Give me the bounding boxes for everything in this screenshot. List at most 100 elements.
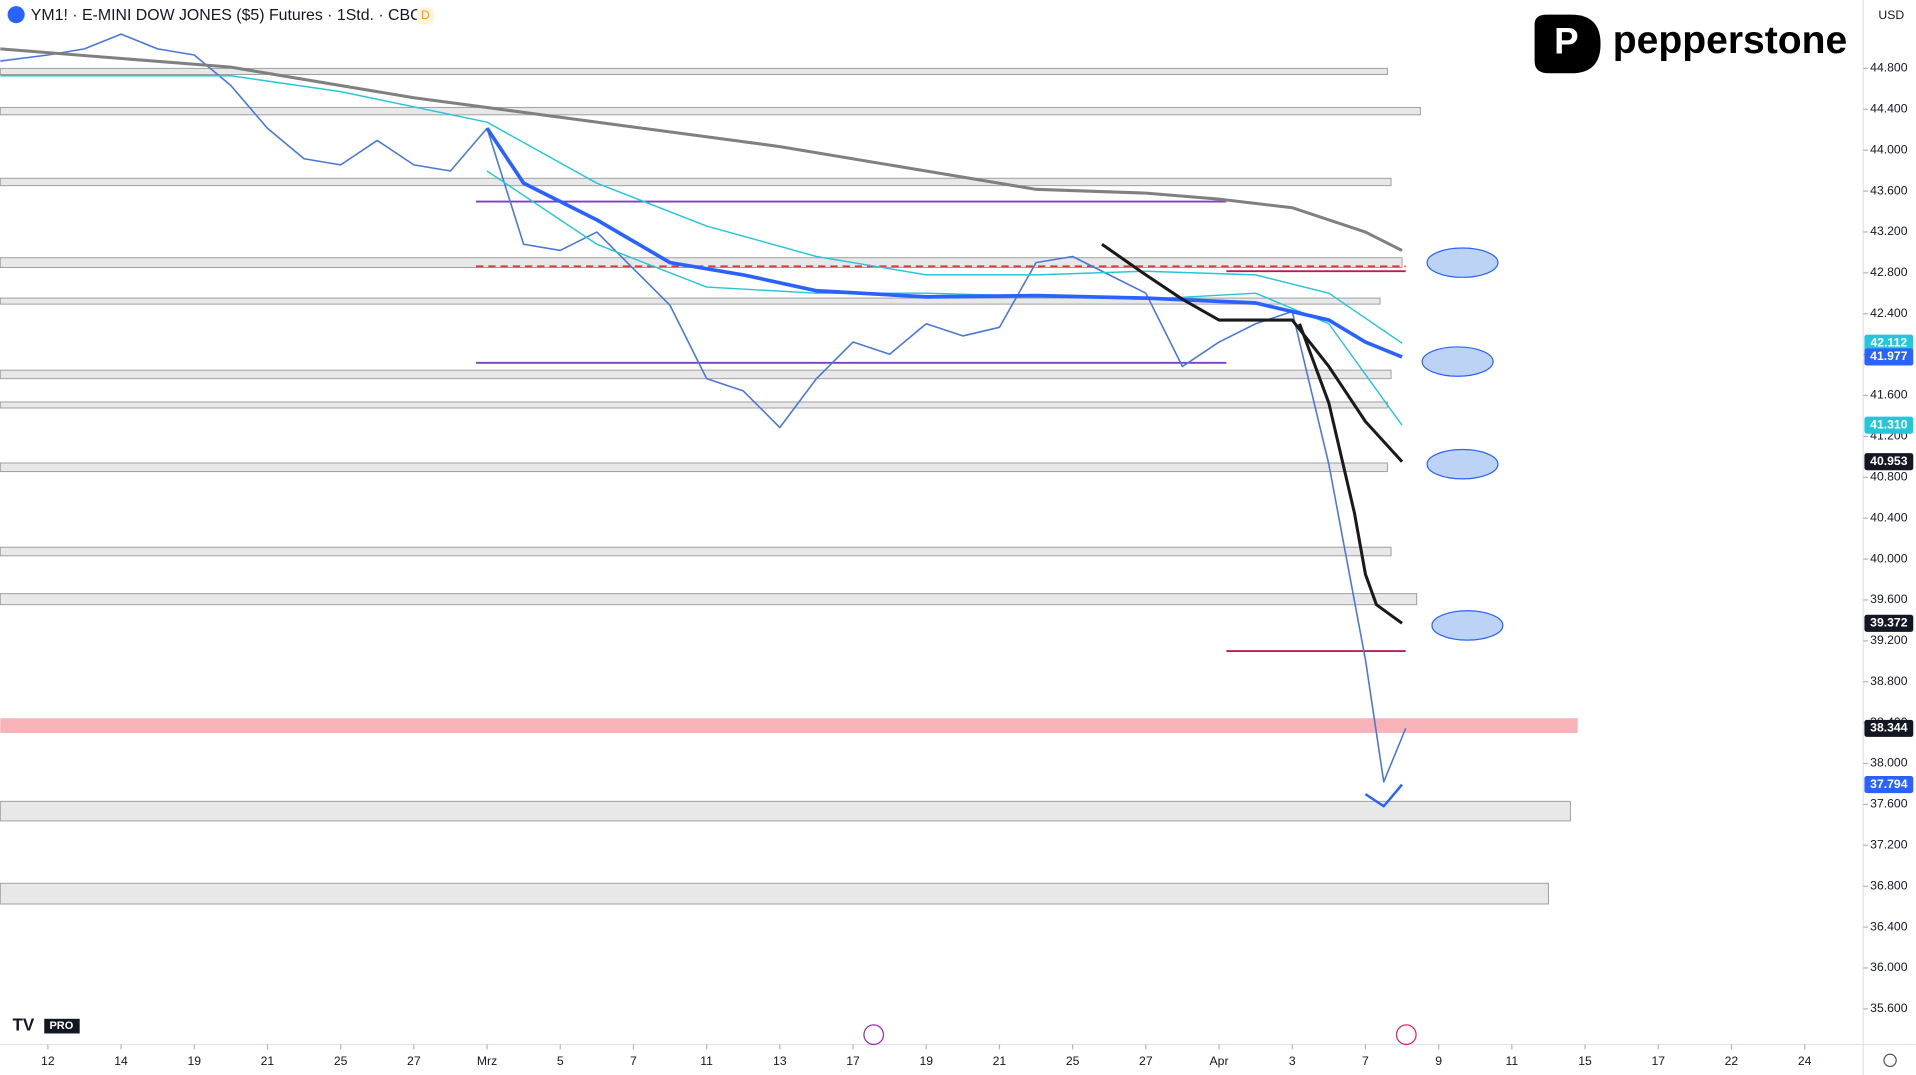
symbol-icon[interactable]	[7, 6, 25, 24]
x-tick-label: 27	[407, 1054, 421, 1068]
price-label: 42.112	[1871, 335, 1908, 349]
zone	[0, 67, 1388, 76]
y-tick-label: 40.000	[1870, 551, 1908, 565]
y-tick-label: 36.400	[1870, 919, 1908, 933]
event-icon[interactable]	[863, 1024, 885, 1046]
price-label-bg	[1864, 334, 1914, 352]
price-label: 41.977	[1870, 349, 1908, 363]
x-tick-label: 27	[1139, 1054, 1153, 1068]
x-tick-label: 22	[1725, 1054, 1739, 1068]
zone	[0, 593, 1418, 606]
price-label-bg	[1864, 348, 1914, 366]
series-line	[0, 47, 1403, 252]
zone	[0, 106, 1421, 116]
series-line	[1364, 783, 1403, 808]
y-tick-label: 36.800	[1870, 878, 1908, 892]
y-tick-label: 44.400	[1870, 102, 1908, 116]
ellipse-marker	[1421, 346, 1494, 377]
x-tick-label: 21	[261, 1054, 275, 1068]
x-tick-label: 9	[1435, 1054, 1442, 1068]
series-line	[1298, 323, 1403, 625]
x-tick-label: 15	[1578, 1054, 1592, 1068]
x-tick-label: 14	[114, 1054, 128, 1068]
x-tick-label: Apr	[1210, 1054, 1229, 1068]
y-tick-label: 42.400	[1870, 306, 1908, 320]
y-tick-label: 44.800	[1870, 61, 1908, 75]
tv-badge: PRO	[49, 1020, 73, 1032]
price-label-bg	[1864, 776, 1914, 794]
price-label: 39.372	[1870, 616, 1908, 630]
series-line	[0, 33, 1407, 783]
series-line	[485, 127, 1403, 359]
tv-logo: TV	[12, 1016, 34, 1035]
zone	[0, 462, 1388, 473]
zone	[0, 369, 1392, 380]
x-tick-label: 7	[630, 1054, 637, 1068]
price-label: 38.344	[1870, 721, 1908, 735]
logo-letter: P	[1554, 21, 1578, 62]
x-tick-label: 12	[41, 1054, 55, 1068]
series-line	[1101, 242, 1404, 463]
y-tick-label: 37.600	[1870, 797, 1908, 811]
zone	[0, 297, 1381, 305]
x-tick-label: 25	[1066, 1054, 1080, 1068]
price-label: 37.794	[1870, 777, 1908, 791]
y-tick-label: 38.000	[1870, 756, 1908, 770]
zone	[0, 718, 1578, 733]
y-tick-label: 36.000	[1870, 960, 1908, 974]
y-tick-label: 37.200	[1870, 838, 1908, 852]
price-label: 41.310	[1870, 417, 1908, 431]
plot-area	[0, 33, 1578, 905]
x-tick-label: 17	[846, 1054, 860, 1068]
event-icon[interactable]	[1395, 1024, 1417, 1046]
ellipse-marker	[1431, 610, 1504, 641]
x-tick-label: 13	[773, 1054, 787, 1068]
zone	[0, 800, 1571, 822]
y-tick-label: 43.200	[1870, 224, 1908, 238]
x-tick-label: 17	[1651, 1054, 1665, 1068]
tv-badge-bg	[44, 1018, 80, 1034]
x-tick-label: 11	[1506, 1054, 1519, 1068]
x-tick-label: Mrz	[477, 1054, 497, 1068]
y-tick-label: 39.200	[1870, 633, 1908, 647]
x-tick-label: 24	[1798, 1054, 1812, 1068]
series-line	[0, 75, 1403, 344]
x-tick-label: 3	[1289, 1054, 1296, 1068]
y-tick-label: 40.800	[1870, 470, 1908, 484]
y-tick-label: 43.600	[1870, 183, 1908, 197]
zone	[0, 546, 1392, 557]
x-tick-label: 21	[993, 1054, 1007, 1068]
y-tick-label: 38.800	[1870, 674, 1908, 688]
price-label-bg	[1864, 719, 1914, 737]
zone	[0, 401, 1388, 409]
badge: D	[421, 8, 430, 22]
zone	[0, 177, 1392, 187]
settings-icon[interactable]	[1883, 1053, 1897, 1068]
ellipse-marker	[1426, 448, 1499, 480]
currency[interactable]: USD	[1878, 8, 1904, 22]
price-label-bg	[1864, 416, 1914, 434]
y-tick-label: 44.000	[1870, 142, 1908, 156]
brand-logo: P pepperstone	[1534, 14, 1848, 74]
x-tick-label: 19	[187, 1054, 201, 1068]
chart-title: YM1! · E-MINI DOW JONES ($5) Futures · 1…	[31, 7, 433, 24]
x-tick-label: 7	[1362, 1054, 1369, 1068]
x-tick-label: 25	[334, 1054, 348, 1068]
x-tick-label: 5	[557, 1054, 564, 1068]
price-label-bg	[1864, 614, 1914, 632]
y-tick-label: 35.600	[1870, 1001, 1908, 1015]
price-label: 40.953	[1870, 454, 1908, 468]
logo-mark	[1534, 14, 1601, 74]
ellipse-marker	[1426, 247, 1499, 278]
zone	[0, 882, 1549, 905]
y-tick-label: 40.400	[1870, 510, 1908, 524]
badge-bg	[416, 7, 434, 25]
y-tick-label: 39.600	[1870, 592, 1908, 606]
price-label-bg	[1864, 453, 1914, 471]
y-tick-label: 41.600	[1870, 388, 1908, 402]
x-tick-label: 11	[700, 1054, 713, 1068]
brand-name: pepperstone	[1613, 19, 1848, 62]
